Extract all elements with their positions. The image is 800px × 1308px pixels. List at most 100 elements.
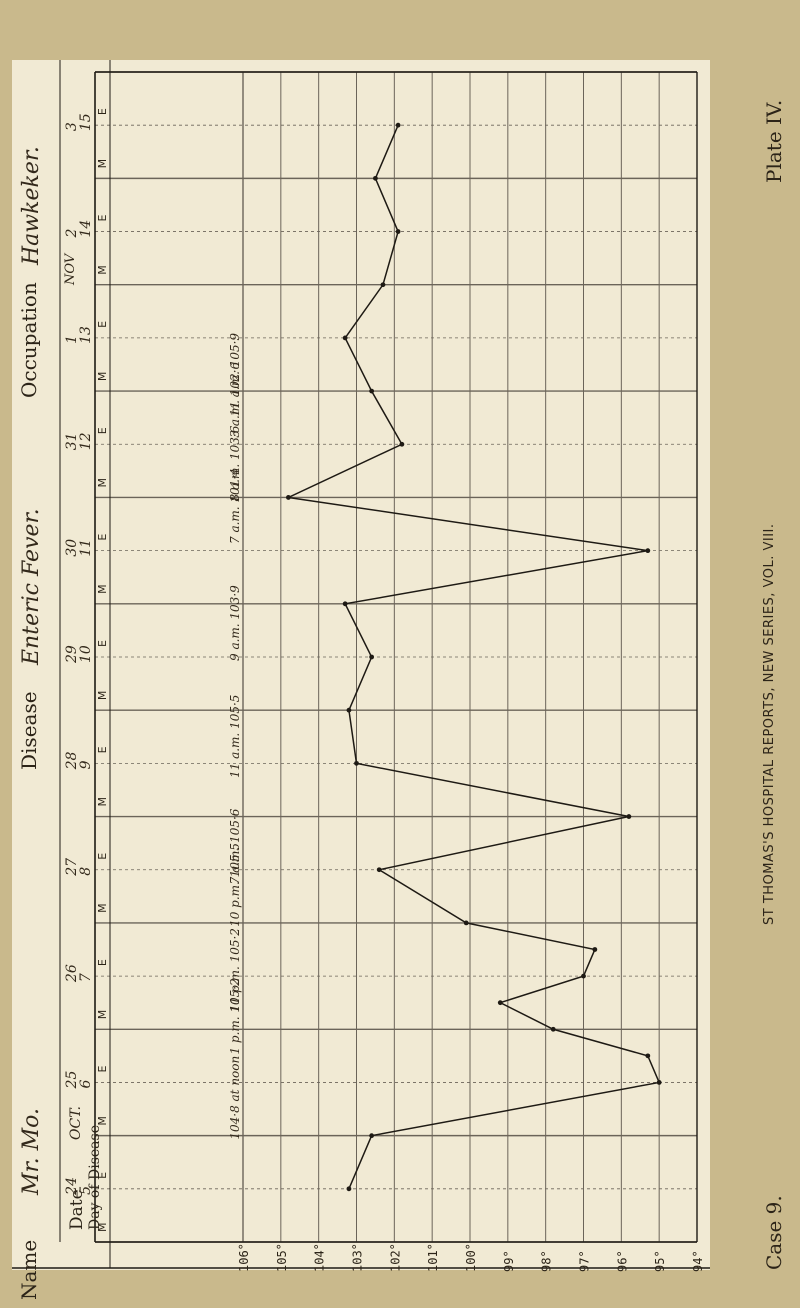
evening-label: E bbox=[96, 1172, 109, 1179]
data-point bbox=[369, 388, 375, 394]
evening-label: E bbox=[96, 215, 109, 222]
day-of-disease-label: 8 bbox=[78, 867, 94, 876]
morning-label: M bbox=[96, 1223, 109, 1233]
date-label: 3 bbox=[64, 122, 80, 131]
data-point bbox=[626, 814, 632, 819]
month-oct: OCT. bbox=[68, 1106, 84, 1140]
evening-label: E bbox=[96, 853, 109, 860]
annotation-text: 3 a.m. 102·6 bbox=[228, 361, 242, 437]
day-of-disease-label: 15 bbox=[78, 113, 94, 131]
date-label: 31 bbox=[64, 432, 80, 450]
morning-label: M bbox=[96, 265, 109, 275]
data-point bbox=[592, 947, 598, 952]
evening-label: E bbox=[96, 1065, 109, 1072]
date-label: Date bbox=[67, 1189, 87, 1230]
data-point bbox=[497, 1000, 503, 1006]
series-line bbox=[285, 124, 661, 1190]
chart-grid bbox=[12, 60, 710, 1269]
annotation-text: 9 a.m. 103·9 bbox=[228, 585, 242, 661]
y-tick-label: 94° bbox=[691, 1250, 705, 1272]
data-point bbox=[395, 122, 401, 128]
y-tick-label: 101° bbox=[426, 1243, 440, 1272]
case-label: Case 9. bbox=[762, 1195, 786, 1270]
data-point bbox=[369, 654, 375, 660]
data-point bbox=[656, 1080, 662, 1085]
y-tick-label: 103° bbox=[351, 1243, 365, 1272]
day-of-disease-label: 12 bbox=[78, 432, 94, 450]
data-point bbox=[399, 441, 405, 447]
annotation-text: 7 a.m. 105·6 bbox=[228, 808, 242, 884]
morning-label: M bbox=[96, 691, 109, 701]
data-point bbox=[286, 495, 291, 500]
date-label: 1 bbox=[64, 335, 80, 344]
morning-label: M bbox=[96, 159, 109, 169]
morning-label: M bbox=[96, 478, 109, 488]
data-point bbox=[463, 920, 469, 926]
morning-label: M bbox=[96, 1116, 109, 1126]
morning-label: M bbox=[96, 372, 109, 382]
y-tick-label: 98° bbox=[540, 1250, 554, 1272]
journal-title: ST THOMAS'S HOSPITAL REPORTS, NEW SERIES… bbox=[762, 523, 777, 925]
date-label: 29 bbox=[64, 645, 80, 664]
me-labels: M E M E M E M E M E M E M E M E M E M E M E bbox=[96, 108, 109, 1232]
morning-label: M bbox=[96, 584, 109, 594]
occupation-value: Hawkeker. bbox=[19, 146, 44, 266]
day-of-disease-label: 6 bbox=[78, 1079, 94, 1088]
evening-label: E bbox=[96, 108, 109, 115]
name-label: Name bbox=[17, 1240, 41, 1300]
day-of-disease-label: 14 bbox=[78, 220, 94, 238]
data-point bbox=[369, 1133, 375, 1139]
evening-label: E bbox=[96, 640, 109, 647]
date-label: 26 bbox=[64, 964, 80, 983]
day-of-disease-label: 7 bbox=[78, 973, 94, 982]
day-of-disease-label: 11 bbox=[78, 539, 94, 557]
annotation-text: 8 a.m. 103·6 bbox=[228, 425, 242, 501]
date-label: 27 bbox=[64, 858, 80, 877]
y-tick-label: 105° bbox=[275, 1243, 289, 1272]
evening-label: E bbox=[96, 534, 109, 541]
disease-value: Enteric Fever. bbox=[19, 508, 44, 666]
annotation-text: 1 p.m. 105·2 bbox=[228, 978, 242, 1054]
day-of-disease-label: 9 bbox=[78, 760, 94, 769]
plate-label: Plate IV. bbox=[762, 100, 786, 183]
data-point bbox=[376, 867, 382, 873]
chart-paper bbox=[12, 60, 710, 1270]
day-of-disease-label: 5 bbox=[78, 1186, 94, 1195]
morning-label: M bbox=[96, 1010, 109, 1020]
annotations: 104·8 at noon 1 p.m. 105·211 p.m. 105·210… bbox=[228, 333, 242, 1140]
annotation-text: 11 a.m. 105·5 bbox=[228, 695, 242, 778]
y-tick-label: 104° bbox=[313, 1243, 327, 1272]
date-label: 25 bbox=[64, 1071, 80, 1090]
annotation-text: 11 a.m. 105·9 bbox=[228, 333, 242, 417]
data-point bbox=[645, 1053, 651, 1059]
name-value: Mr. Mo. bbox=[19, 1108, 44, 1196]
morning-label: M bbox=[96, 797, 109, 807]
y-tick-label: 95° bbox=[653, 1250, 667, 1272]
annotation-text: 7 a.m. 101·4 bbox=[228, 468, 242, 544]
data-point bbox=[395, 229, 401, 234]
evening-label: E bbox=[96, 959, 109, 966]
data-point bbox=[342, 601, 348, 607]
morning-label: M bbox=[96, 903, 109, 913]
data-point bbox=[550, 1026, 556, 1032]
date-label: 2 bbox=[64, 229, 80, 239]
data-point bbox=[354, 760, 359, 766]
date-label: 30 bbox=[64, 539, 80, 557]
y-tick-label: 100° bbox=[464, 1243, 478, 1272]
y-tick-label: 97° bbox=[578, 1250, 592, 1272]
data-point bbox=[346, 707, 352, 713]
disease-label: Disease bbox=[17, 691, 41, 770]
y-tick-label: 96° bbox=[615, 1250, 629, 1272]
data-point bbox=[380, 282, 386, 288]
y-tick-labels: 106° 105° 104° 103° 102° 101° 100° 99° 98° 97° 96°… bbox=[237, 1243, 705, 1272]
annotation-text: 10 p.m. 105·5 bbox=[228, 843, 242, 927]
annotation-text: 11 p.m. 105·2 bbox=[228, 928, 242, 1012]
date-label: 24 bbox=[64, 1177, 80, 1196]
evening-label: E bbox=[96, 427, 109, 434]
day-of-disease-label: 13 bbox=[78, 326, 94, 344]
data-point bbox=[346, 1186, 352, 1192]
annotation-text: 104·8 at noon bbox=[228, 1056, 242, 1140]
